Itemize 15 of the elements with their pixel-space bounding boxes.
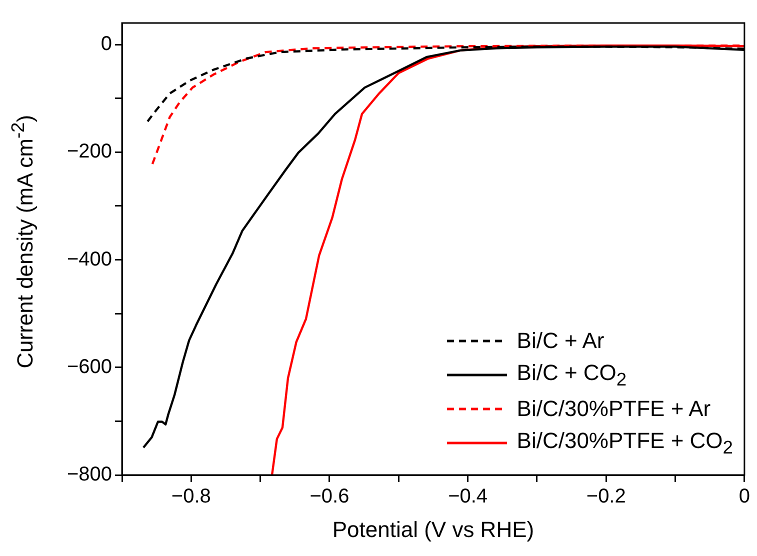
x-tick-label: −0.8 xyxy=(171,486,211,508)
legend-label: Bi/C + Ar xyxy=(516,328,604,354)
x-tick-label: −0.4 xyxy=(448,486,488,508)
x-tick-label: −0.2 xyxy=(586,486,626,508)
legend-label: Bi/C/30%PTFE + CO$_{2}$ xyxy=(516,428,733,458)
y-tick-label: −200 xyxy=(66,140,112,163)
legend-label: Bi/C/30%PTFE + Ar xyxy=(516,396,711,422)
y-tick-label: −600 xyxy=(66,356,112,378)
x-axis-title: Potential (V vs RHE) xyxy=(332,516,534,542)
x-tick-label: −0.6 xyxy=(310,486,350,508)
legend-label: Bi/C + CO$_{2}$ xyxy=(516,360,627,390)
y-tick-label: 0 xyxy=(100,33,112,56)
y-tick-label: −800 xyxy=(66,464,112,486)
y-tick-label: −400 xyxy=(66,248,112,270)
x-tick-label: 0 xyxy=(738,486,750,508)
